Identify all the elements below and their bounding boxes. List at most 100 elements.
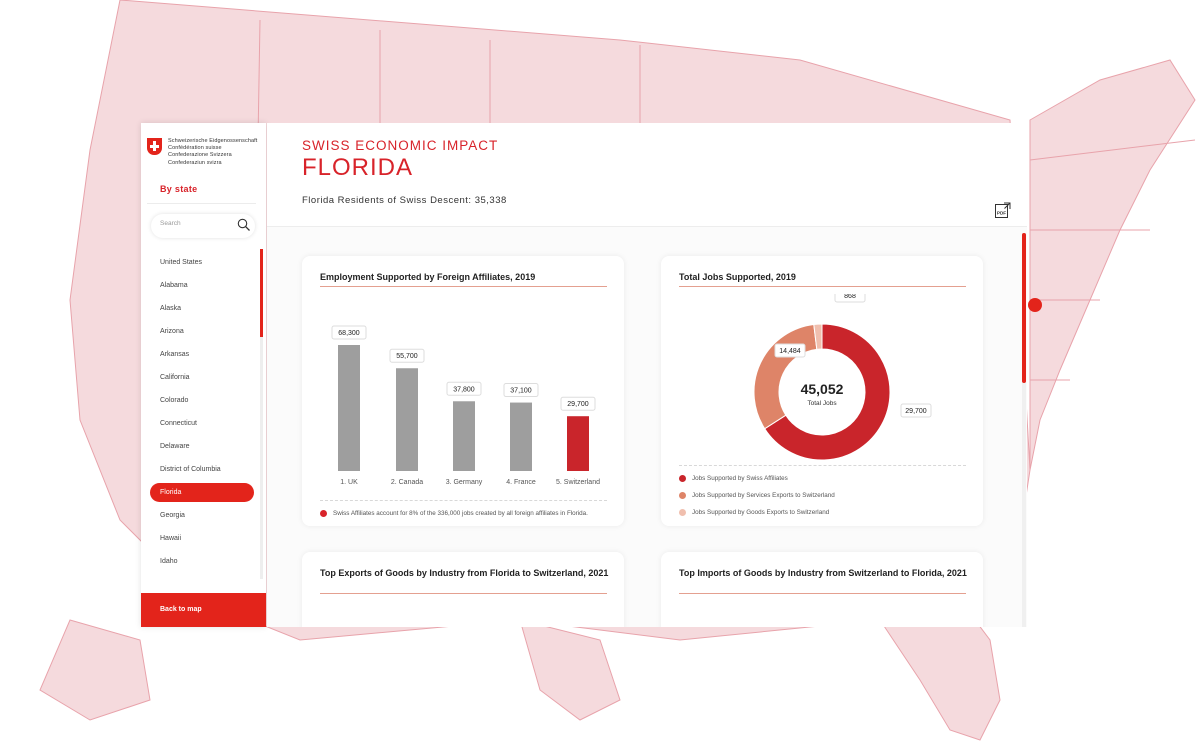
employment-note: Swiss Affiliates account for 8% of the 3… (320, 510, 588, 517)
page-title: FLORIDA (302, 154, 414, 181)
sidebar-divider (147, 203, 256, 204)
search-box (151, 214, 255, 238)
donut-value-label: 29,700 (905, 408, 927, 415)
sidebar-item-arizona[interactable]: Arizona (160, 328, 184, 335)
bar-value-label-box (503, 383, 539, 398)
sidebar-item-district-of-columbia[interactable]: District of Columbia (160, 466, 221, 473)
bar-value-label: 68,300 (338, 330, 360, 337)
bar[interactable] (396, 368, 418, 471)
employment-bar-chart: 68,300 1. UK 55,700 2. Canada 37,800 3. Germa… (331, 325, 600, 486)
legend-label: Jobs Supported by Swiss Affiliates (692, 475, 788, 482)
main-panel: SWISS ECONOMIC IMPACT FLORIDA Florida Re… (267, 123, 1027, 627)
bar-value-label: 37,100 (510, 388, 532, 395)
sidebar-item-hawaii[interactable]: Hawaii (160, 535, 182, 542)
page-header: SWISS ECONOMIC IMPACT FLORIDA Florida Re… (267, 123, 1027, 227)
map-state-line (1029, 139, 1196, 161)
donut-slice[interactable] (764, 323, 891, 461)
state-sidebar: Schweizerische Eidgenossenschaft Confédé… (141, 123, 266, 627)
main-scrollbar-track[interactable] (1022, 233, 1026, 627)
map-west-coast-region (39, 619, 151, 721)
map-location-marker (1028, 298, 1042, 312)
donut-value-label-box (834, 294, 866, 303)
legend-dot-icon (679, 509, 686, 516)
employment-card-title: Employment Supported by Foreign Affiliat… (320, 272, 536, 282)
imports-card-title: Top Imports of Goods by Industry from Sw… (679, 568, 967, 578)
sidebar-item-arkansas[interactable]: Arkansas (160, 351, 190, 358)
imports-card: Top Imports of Goods by Industry from Sw… (661, 552, 983, 627)
search-input[interactable] (160, 220, 230, 227)
logo-line: Confédération suisse (168, 145, 222, 152)
swiss-flag-icon (147, 138, 162, 155)
sidebar-scrollbar-thumb[interactable] (260, 249, 263, 337)
bar-value-label-box (560, 396, 596, 411)
logo-line: Confederaziun svizra (168, 159, 222, 166)
back-to-map-button[interactable]: Back to map (141, 593, 266, 627)
bar-value-label: 55,700 (396, 353, 418, 360)
donut-value-label: 868 (844, 294, 856, 300)
sidebar-item-california[interactable]: California (160, 374, 190, 381)
legend-dot-icon (679, 475, 686, 482)
svg-text:PDF: PDF (997, 211, 1006, 216)
bar-category-label: 5. Switzerland (556, 479, 600, 486)
bar-category-label: 3. Germany (446, 479, 483, 486)
map-northeast-region (1029, 59, 1196, 471)
sidebar-heading: By state (160, 184, 198, 194)
card-title-rule (679, 593, 966, 594)
sidebar-item-idaho[interactable]: Idaho (160, 558, 178, 565)
bar-value-label: 37,800 (453, 386, 475, 393)
bar[interactable] (338, 345, 360, 471)
donut-slice[interactable] (753, 323, 818, 430)
bar-value-label-box (389, 348, 425, 363)
bar-value-label: 29,700 (567, 401, 589, 408)
sidebar-item-colorado[interactable]: Colorado (160, 397, 189, 404)
employment-card: Employment Supported by Foreign Affiliat… (302, 256, 624, 526)
donut-value-label-box (900, 403, 932, 418)
bar-category-label: 1. UK (340, 479, 358, 486)
legend-item: Jobs Supported by Swiss Affiliates (679, 475, 788, 482)
state-list: United States Alabama Alaska Arizona Arkansa… (150, 251, 254, 573)
swiss-confederation-logo: Schweizerische Eidgenossenschaft Confédé… (147, 138, 257, 167)
donut-center-label: Total Jobs (807, 400, 837, 407)
sidebar-item-delaware[interactable]: Delaware (160, 443, 190, 450)
donut-center-value: 45,052 (801, 381, 844, 397)
card-legend-rule (679, 465, 966, 466)
card-footer-rule (320, 500, 607, 501)
card-title-rule (320, 593, 607, 594)
sidebar-scrollbar-track[interactable] (260, 249, 263, 579)
residents-stat: Florida Residents of Swiss Descent: 35,3… (302, 195, 507, 206)
donut-value-label: 14,484 (779, 348, 801, 355)
legend-item: Jobs Supported by Services Exports to Sw… (679, 492, 835, 499)
legend-label: Jobs Supported by Services Exports to Sw… (692, 492, 835, 499)
page-eyebrow: SWISS ECONOMIC IMPACT (302, 138, 499, 153)
bar-category-label: 2. Canada (391, 479, 423, 486)
logo-line: Confederazione Svizzera (168, 152, 232, 159)
note-dot-icon (320, 510, 327, 517)
sidebar-item-connecticut[interactable]: Connecticut (160, 420, 197, 427)
bar[interactable] (510, 402, 532, 471)
logo-line: Schweizerische Eidgenossenschaft (168, 138, 258, 144)
sidebar-item-alabama[interactable]: Alabama (160, 282, 188, 289)
map-south-texas-region (519, 619, 621, 721)
exports-card: Top Exports of Goods by Industry from Fl… (302, 552, 624, 627)
sidebar-item-united-states[interactable]: United States (160, 259, 203, 266)
employment-note-text: Swiss Affiliates account for 8% of the 3… (333, 510, 588, 517)
donut-slice[interactable] (813, 323, 823, 350)
legend-dot-icon (679, 492, 686, 499)
sidebar-item-alaska[interactable]: Alaska (160, 305, 182, 312)
card-title-rule (320, 286, 607, 287)
pdf-export-icon[interactable]: PDF (994, 201, 1012, 219)
legend-label: Jobs Supported by Goods Exports to Switz… (692, 509, 830, 516)
donut-value-label-box (774, 343, 806, 358)
bar-category-label: 4. France (506, 479, 536, 486)
exports-card-title: Top Exports of Goods by Industry from Fl… (320, 568, 609, 578)
bar[interactable] (567, 416, 589, 471)
bar-value-label-box (331, 325, 367, 340)
total-jobs-donut-chart: 45,052 Total Jobs 29,700 14,484 868 (753, 294, 932, 461)
main-scrollbar-thumb[interactable] (1022, 233, 1026, 383)
sidebar-item-florida[interactable]: Florida (150, 483, 254, 502)
sidebar-item-georgia[interactable]: Georgia (160, 512, 185, 519)
bar[interactable] (453, 401, 475, 471)
search-icon[interactable] (237, 218, 251, 232)
bar-value-label-box (446, 381, 482, 396)
total-jobs-card: Total Jobs Supported, 2019 45,052 Total … (661, 256, 983, 526)
